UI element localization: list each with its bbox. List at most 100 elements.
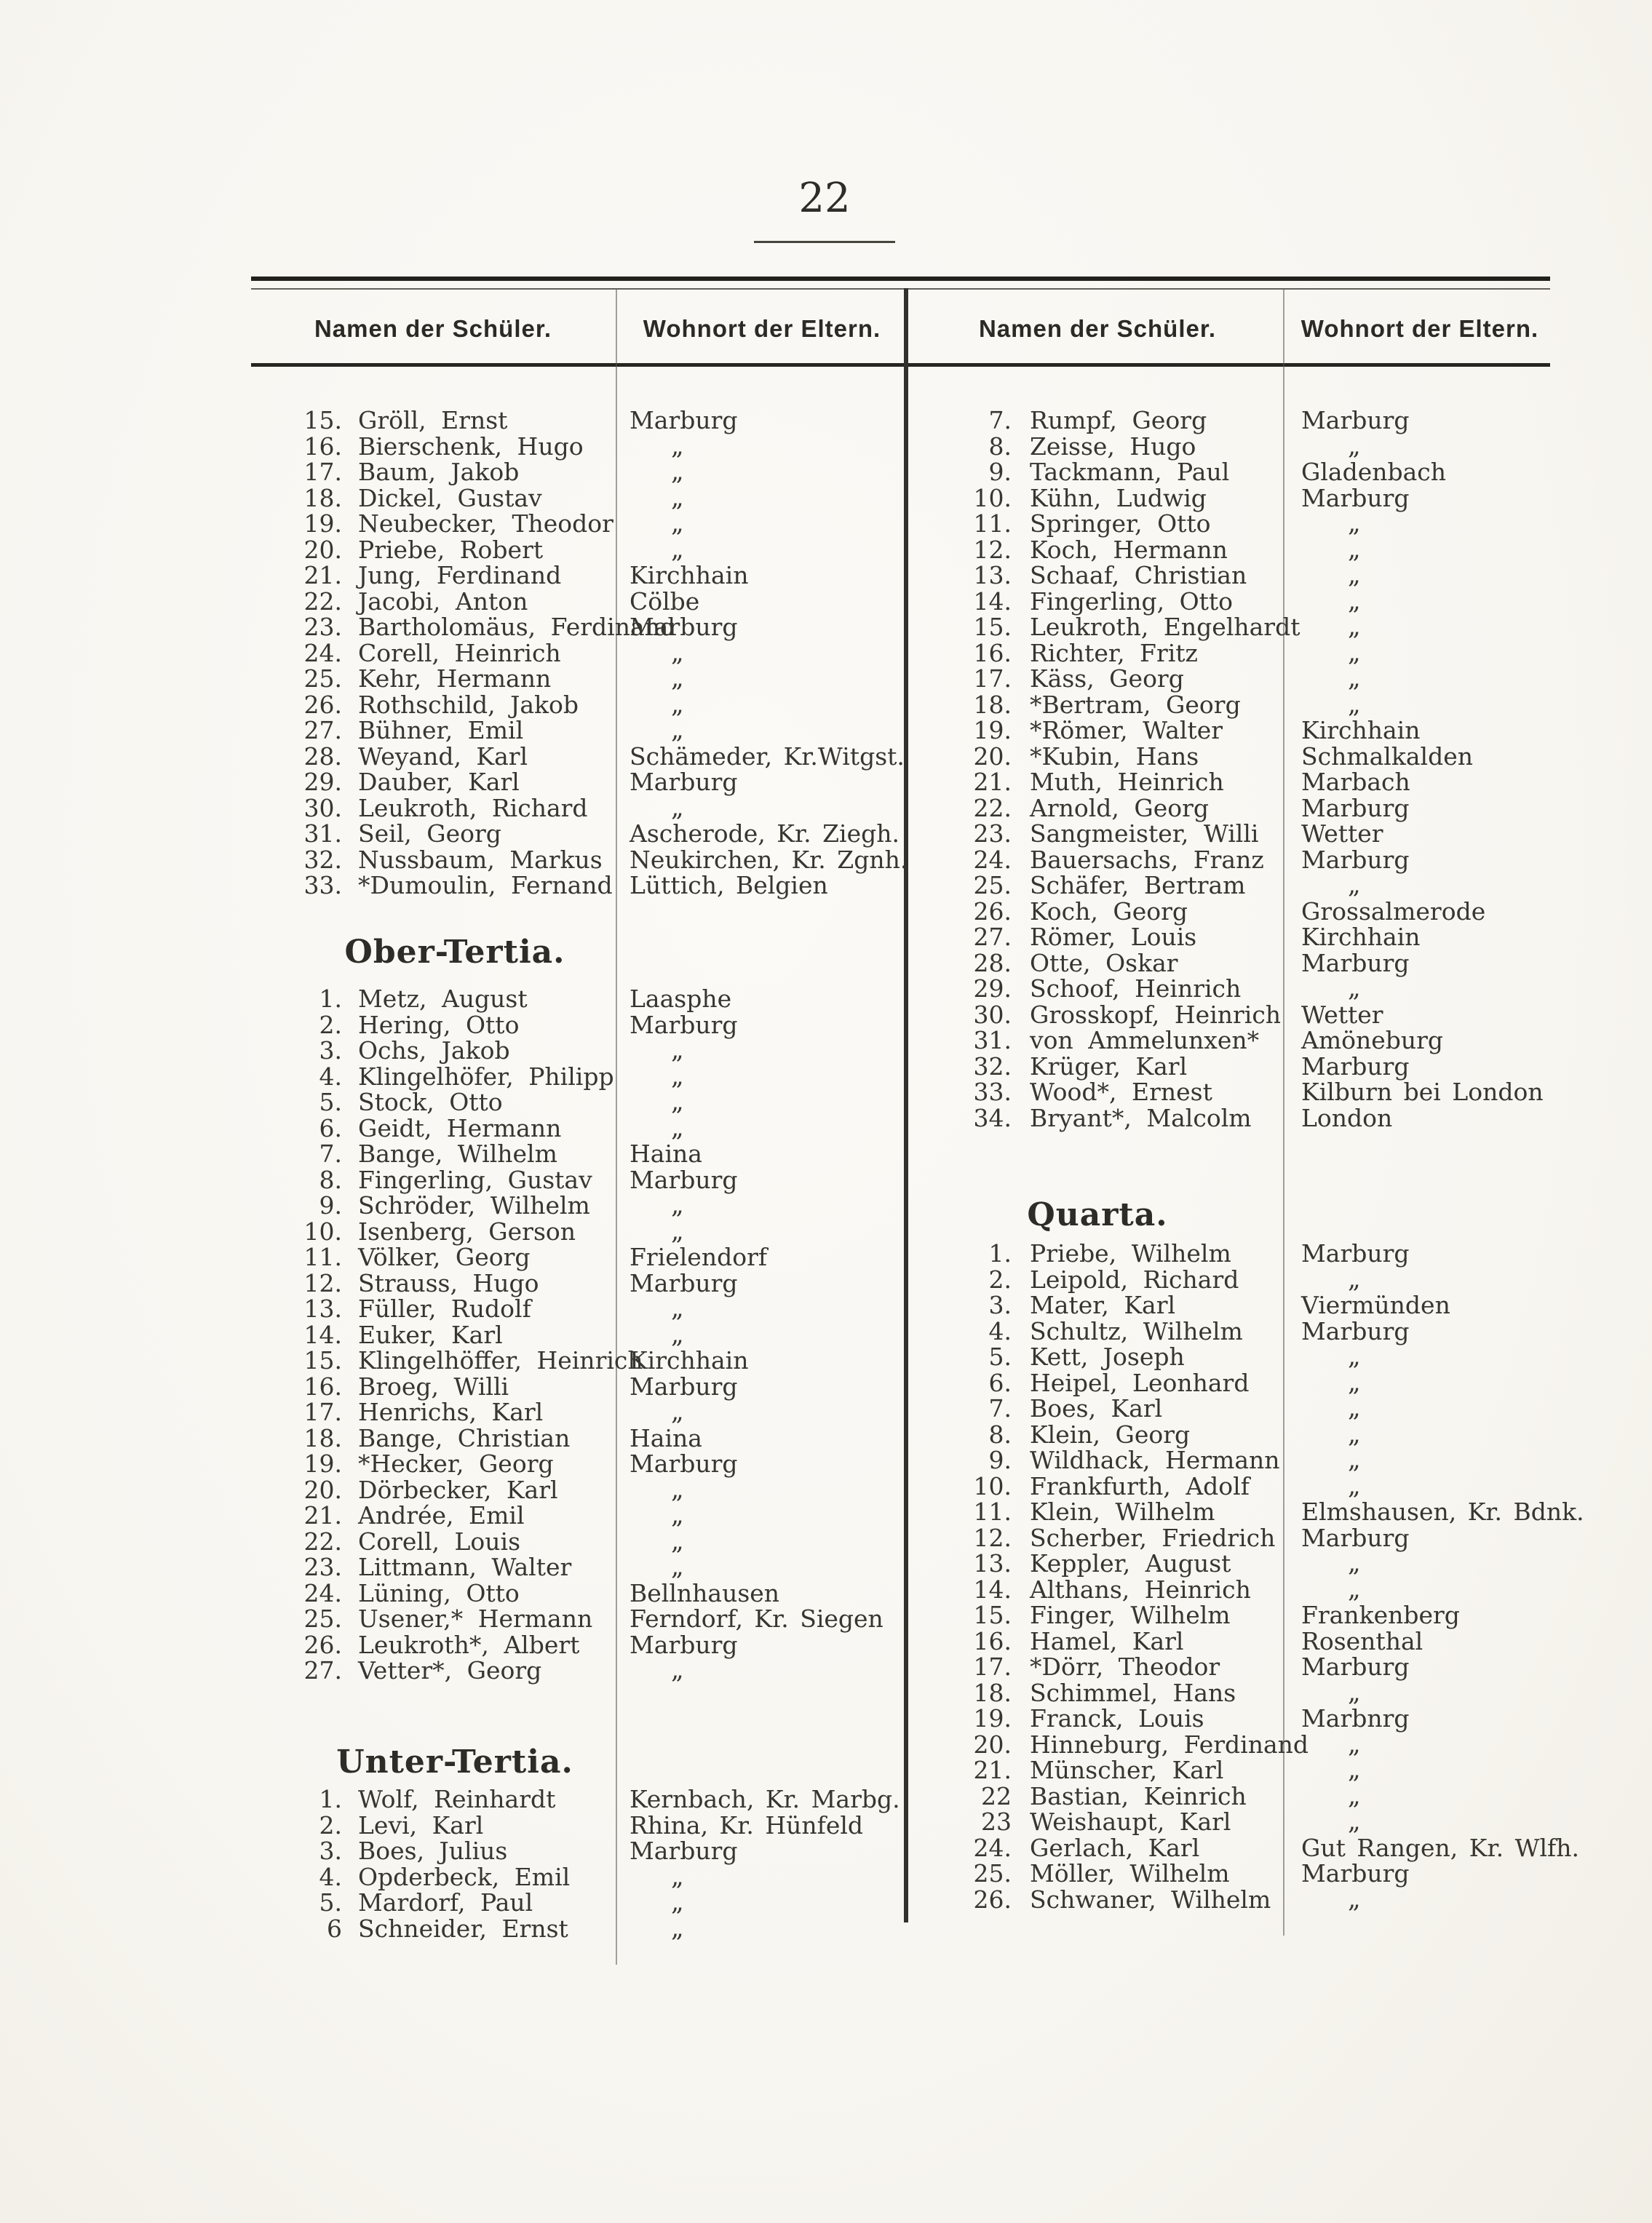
student-row: 20. Dörbecker, Karl „ <box>251 1476 906 1503</box>
student-row: 17. Baum, Jakob „ <box>251 458 906 485</box>
column-header-residence-right: Wohnort der Eltern. <box>1300 315 1539 342</box>
parents-residence: Marburg <box>630 613 738 641</box>
student-name: Koch, Georg <box>1030 896 1188 926</box>
row-number: 17. <box>973 664 1012 693</box>
parents-residence: Marburg <box>630 1165 738 1194</box>
student-row: 12. Strauss, Hugo Marburg <box>251 1270 906 1297</box>
student-row: 14. Althans, Heinrich „ <box>909 1576 1550 1603</box>
student-name-cell: 22. Corell, Louis <box>251 1528 615 1555</box>
row-number: 3. <box>319 1036 343 1065</box>
student-name-cell: 22 Bastian, Keinrich <box>909 1783 1286 1810</box>
parents-residence: „ <box>1348 586 1361 616</box>
student-name: von Ammelunxen* <box>1030 1026 1260 1054</box>
row-number: 15. <box>973 613 1012 641</box>
student-name-cell: 13. Schaaf, Christian <box>909 562 1286 589</box>
student-row: 31. Seil, Georg Ascherode, Kr. Ziegh. <box>251 821 906 847</box>
student-row: 1. Metz, August Laasphe <box>251 986 906 1012</box>
student-name-cell: 16. Hamel, Karl <box>909 1626 1286 1655</box>
student-name-cell: 29. Dauber, Karl <box>251 769 615 795</box>
row-number: 12. <box>303 1268 342 1297</box>
row-number: 3. <box>988 1291 1012 1319</box>
student-name-cell: 6 Schneider, Ernst <box>251 1915 615 1942</box>
student-row: 3. Ochs, Jakob „ <box>251 1036 906 1065</box>
student-name: Füller, Rudolf <box>358 1295 531 1323</box>
student-name-cell: 18. Schimmel, Hans <box>909 1678 1286 1707</box>
student-name-cell: 28. Weyand, Karl <box>251 743 615 770</box>
parents-residence: „ <box>1348 1471 1361 1500</box>
student-name-cell: 25. Usener,* Hermann <box>251 1606 615 1632</box>
student-name: Möller, Wilhelm <box>1030 1859 1230 1888</box>
student-name-cell: 11. Klein, Wilhelm <box>909 1499 1286 1525</box>
parents-residence: „ <box>671 792 684 822</box>
row-number: 6. <box>319 1113 343 1142</box>
parents-residence: Schämeder, Kr.Witgst. <box>630 741 905 771</box>
row-number: 22 <box>981 1781 1012 1810</box>
row-number: 22. <box>973 793 1012 822</box>
row-number: 21. <box>303 561 342 589</box>
student-name: Scherber, Friedrich <box>1030 1523 1276 1552</box>
student-row: 8. Fingerling, Gustav Marburg <box>251 1165 906 1194</box>
row-number: 32. <box>303 845 342 874</box>
parents-residence: Haina <box>630 1140 702 1168</box>
student-row: 24. Lüning, Otto Bellnhausen <box>251 1580 906 1607</box>
student-name-cell: 8. Zeisse, Hugo <box>909 433 1286 460</box>
student-row: 5. Kett, Joseph „ <box>909 1343 1550 1370</box>
row-number: 9. <box>988 1446 1012 1474</box>
student-name-cell: 19. *Hecker, Georg <box>251 1451 615 1477</box>
student-row: 9. Tackmann, Paul Gladenbach <box>909 459 1550 485</box>
student-row: 18. Dickel, Gustav „ <box>251 485 906 512</box>
student-name-cell: 34. Bryant*, Malcolm <box>909 1105 1286 1132</box>
parents-residence: „ <box>671 1552 684 1581</box>
student-row: 19. *Hecker, Georg Marburg <box>251 1451 906 1477</box>
column-header-names-left: Namen der Schüler. <box>314 315 552 342</box>
student-row: 10. Isenberg, Gerson „ <box>251 1217 906 1246</box>
row-number: 15. <box>973 1601 1012 1629</box>
student-row: 15. Gröll, Ernst Marburg <box>251 407 906 434</box>
row-number: 29. <box>303 768 342 796</box>
row-number: 18. <box>973 1678 1012 1707</box>
student-row: 12. Koch, Hermann „ <box>909 536 1550 563</box>
student-name-cell: 25. Möller, Wilhelm <box>909 1861 1286 1887</box>
row-number: 27. <box>973 923 1012 951</box>
parents-residence: Marburg <box>1301 793 1410 822</box>
student-name: Broeg, Willi <box>358 1372 509 1401</box>
row-number: 2. <box>988 1265 1012 1294</box>
parents-residence: „ <box>671 1087 684 1116</box>
student-row: 10. Kühn, Ludwig Marburg <box>909 485 1550 512</box>
row-number: 4. <box>319 1862 343 1891</box>
student-row: 11. Völker, Georg Frielendorf <box>251 1244 906 1270</box>
parents-residence: „ <box>1348 1755 1361 1784</box>
student-name: Arnold, Georg <box>1030 793 1210 822</box>
parents-residence: „ <box>671 1913 684 1943</box>
student-name-cell: 13. Füller, Rudolf <box>251 1296 615 1322</box>
student-row: 22. Corell, Louis „ <box>251 1528 906 1555</box>
row-number: 24. <box>303 1578 342 1607</box>
student-row: 5. Mardorf, Paul „ <box>251 1889 906 1916</box>
student-name: Neubecker, Theodor <box>358 509 613 538</box>
student-name: Springer, Otto <box>1030 509 1211 538</box>
student-row: 1. Wolf, Reinhardt Kernbach, Kr. Marbg. <box>251 1786 906 1813</box>
parents-residence: „ <box>671 431 684 461</box>
student-name-cell: 6. Heipel, Leonhard <box>909 1369 1286 1396</box>
student-name: Klingelhöffer, Heinrich <box>358 1346 643 1375</box>
student-name: Krüger, Karl <box>1030 1051 1188 1081</box>
row-number: 25. <box>303 1604 342 1633</box>
page-number-underline <box>754 241 895 243</box>
student-row: 5. Stock, Otto „ <box>251 1089 906 1116</box>
parents-residence: „ <box>671 509 684 538</box>
student-name: Isenberg, Gerson <box>358 1217 576 1246</box>
parents-residence: Kirchhain <box>1301 716 1421 744</box>
row-number: 10. <box>973 483 1012 512</box>
student-name: Grosskopf, Heinrich <box>1030 1000 1282 1029</box>
student-name-cell: 17. Baum, Jakob <box>251 459 615 485</box>
student-row: 28. Weyand, Karl Schämeder, Kr.Witgst. <box>251 741 906 771</box>
student-name: *Römer, Walter <box>1030 716 1223 744</box>
row-number: 25. <box>973 871 1012 899</box>
column-header-residence-left: Wohnort der Eltern. <box>643 315 881 342</box>
student-row: 25. Schäfer, Bertram „ <box>909 872 1550 899</box>
student-name: Hamel, Karl <box>1030 1626 1184 1655</box>
row-number: 9. <box>319 1191 343 1220</box>
table-top-rule-thick <box>251 277 1550 281</box>
student-name-cell: 24. Lüning, Otto <box>251 1580 615 1607</box>
parents-residence: „ <box>1348 1367 1361 1397</box>
